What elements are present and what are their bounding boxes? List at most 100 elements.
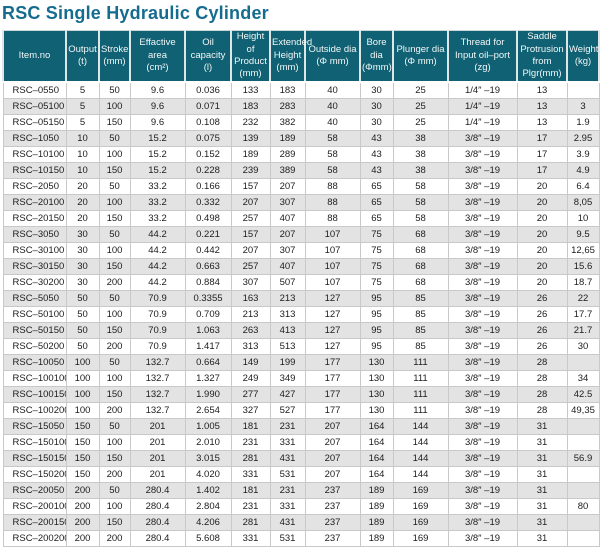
column-header: Thread for Input oil–port (zg)	[447, 30, 518, 83]
value-cell: 40	[304, 98, 361, 115]
column-header: Plunger dia (Φ mm)	[392, 30, 449, 83]
table-row: RSC–200200 200 200 280.4 5.608 331 531 237 189 16…	[2, 530, 600, 547]
value-cell: 26	[516, 290, 568, 307]
value-cell: 31	[516, 434, 568, 451]
table-row: RSC–200150 200 150 280.4 4.206 281 431 237 189 16…	[2, 514, 600, 531]
value-cell: 331	[269, 434, 306, 451]
value-cell: 31	[516, 514, 568, 531]
value-cell: 15.2	[129, 130, 186, 147]
value-cell: 0.071	[184, 98, 232, 115]
value-cell: 127	[304, 322, 361, 339]
value-cell: 3/8″ –19	[447, 386, 518, 403]
value-cell: 3/8″ –19	[447, 514, 518, 531]
value-cell: 3/8″ –19	[447, 354, 518, 371]
value-cell: 40	[304, 114, 361, 131]
value-cell: 8,05	[566, 194, 600, 211]
value-cell: 100	[98, 242, 131, 259]
value-cell: 237	[304, 482, 361, 499]
item-no-cell: RSC–10150	[2, 162, 67, 179]
value-cell: 263	[230, 322, 271, 339]
item-no-cell: RSC–50150	[2, 322, 67, 339]
value-cell: 307	[269, 194, 306, 211]
value-cell: 30	[65, 258, 100, 275]
value-cell: 95	[359, 322, 394, 339]
value-cell: 9.6	[129, 81, 186, 99]
item-no-cell: RSC–20150	[2, 210, 67, 227]
value-cell: 150	[65, 418, 100, 435]
column-header: Output (t)	[65, 30, 100, 83]
value-cell: 80	[566, 498, 600, 515]
value-cell: 44.2	[129, 226, 186, 243]
value-cell	[566, 482, 600, 499]
value-cell: 130	[359, 370, 394, 387]
value-cell: 144	[392, 434, 449, 451]
value-cell: 95	[359, 290, 394, 307]
value-cell: 132.7	[129, 354, 186, 371]
value-cell: 201	[129, 450, 186, 467]
table-row: RSC–05100 5 100 9.6 0.071 183 283 40 30 25 1/4″ –1…	[2, 98, 600, 115]
value-cell: 26	[516, 322, 568, 339]
item-no-cell: RSC–30200	[2, 274, 67, 291]
value-cell: 239	[230, 162, 271, 179]
value-cell: 150	[65, 434, 100, 451]
value-cell: 5	[65, 98, 100, 115]
value-cell: 28	[516, 386, 568, 403]
value-cell: 3/8″ –19	[447, 274, 518, 291]
value-cell: 181	[230, 482, 271, 499]
value-cell: 331	[230, 466, 271, 483]
value-cell: 200	[65, 498, 100, 515]
table-row: RSC–20150 20 150 33.2 0.498 257 407 88 65 58 3/8″ …	[2, 210, 600, 227]
value-cell: 38	[392, 162, 449, 179]
table-row: RSC–2050 20 50 33.2 0.166 157 207 88 65 58 3/8″ –1…	[2, 178, 600, 195]
value-cell: 169	[392, 498, 449, 515]
value-cell: 0.221	[184, 226, 232, 243]
value-cell: 65	[359, 194, 394, 211]
item-no-cell: RSC–50100	[2, 306, 67, 323]
value-cell: 231	[230, 434, 271, 451]
column-header: Saddle Protrusion from Plgr(mm)	[516, 30, 568, 83]
value-cell	[566, 466, 600, 483]
value-cell: 3/8″ –19	[447, 434, 518, 451]
value-cell	[566, 434, 600, 451]
value-cell	[566, 81, 600, 99]
value-cell: 157	[230, 226, 271, 243]
value-cell: 34	[566, 370, 600, 387]
value-cell: 111	[392, 402, 449, 419]
value-cell: 31	[516, 466, 568, 483]
value-cell: 407	[269, 258, 306, 275]
value-cell: 150	[65, 466, 100, 483]
value-cell: 0.166	[184, 178, 232, 195]
value-cell: 9.6	[129, 114, 186, 131]
value-cell: 33.2	[129, 210, 186, 227]
value-cell: 0.036	[184, 81, 232, 99]
value-cell: 43	[359, 130, 394, 147]
value-cell: 70.9	[129, 338, 186, 355]
value-cell: 1.417	[184, 338, 232, 355]
value-cell: 88	[304, 178, 361, 195]
value-cell: 44.2	[129, 242, 186, 259]
value-cell: 280.4	[129, 498, 186, 515]
value-cell: 130	[359, 386, 394, 403]
value-cell: 150	[98, 210, 131, 227]
value-cell: 111	[392, 370, 449, 387]
table-row: RSC–1050 10 50 15.2 0.075 139 189 58 43 38 3/8″ –1…	[2, 130, 600, 147]
value-cell: 189	[359, 514, 394, 531]
value-cell	[566, 514, 600, 531]
table-row: RSC–10100 10 100 15.2 0.152 189 289 58 43 38 3/8″ …	[2, 146, 600, 163]
value-cell: 68	[392, 274, 449, 291]
value-cell: 0.442	[184, 242, 232, 259]
value-cell: 207	[304, 450, 361, 467]
value-cell: 150	[65, 450, 100, 467]
item-no-cell: RSC–150100	[2, 434, 67, 451]
value-cell: 1.327	[184, 370, 232, 387]
value-cell: 21.7	[566, 322, 600, 339]
value-cell: 3/8″ –19	[447, 210, 518, 227]
value-cell: 150	[98, 450, 131, 467]
value-cell: 20	[516, 210, 568, 227]
value-cell: 213	[269, 290, 306, 307]
value-cell: 307	[269, 242, 306, 259]
value-cell: 56.9	[566, 450, 600, 467]
value-cell: 20	[516, 178, 568, 195]
table-row: RSC–100150 100 150 132.7 1.990 277 427 177 130 11…	[2, 386, 600, 403]
value-cell: 207	[230, 194, 271, 211]
